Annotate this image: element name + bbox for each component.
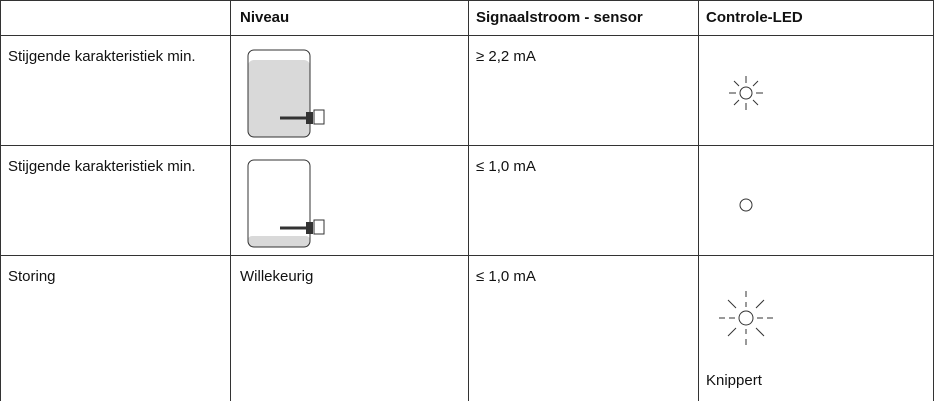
rule <box>0 35 934 36</box>
header-cell: Controle-LED <box>706 9 803 26</box>
header-cell: Niveau <box>240 9 290 26</box>
rule <box>0 0 934 1</box>
rule <box>698 0 699 401</box>
rule <box>0 0 1 401</box>
row-label: Stijgende karakteristiek min. <box>8 158 196 175</box>
level: Willekeurig <box>240 268 314 285</box>
tank-full-icon <box>247 49 325 138</box>
rule <box>0 145 934 146</box>
row-label: Stijgende karakteristiek min. <box>8 48 196 65</box>
rule <box>468 0 469 401</box>
led-blink-icon <box>719 291 773 345</box>
signal: ≤ 1,0 mA <box>476 158 536 175</box>
led-off-icon <box>739 198 753 212</box>
rule <box>0 255 934 256</box>
led-note: Knippert <box>706 372 762 389</box>
row-label: Storing <box>8 268 56 285</box>
signal: ≤ 1,0 mA <box>476 268 536 285</box>
rule <box>230 0 231 401</box>
tank-empty-icon <box>247 159 325 248</box>
led-on-icon <box>729 76 763 110</box>
header-cell: Signaalstroom - sensor <box>476 9 643 26</box>
signal: ≥ 2,2 mA <box>476 48 536 65</box>
